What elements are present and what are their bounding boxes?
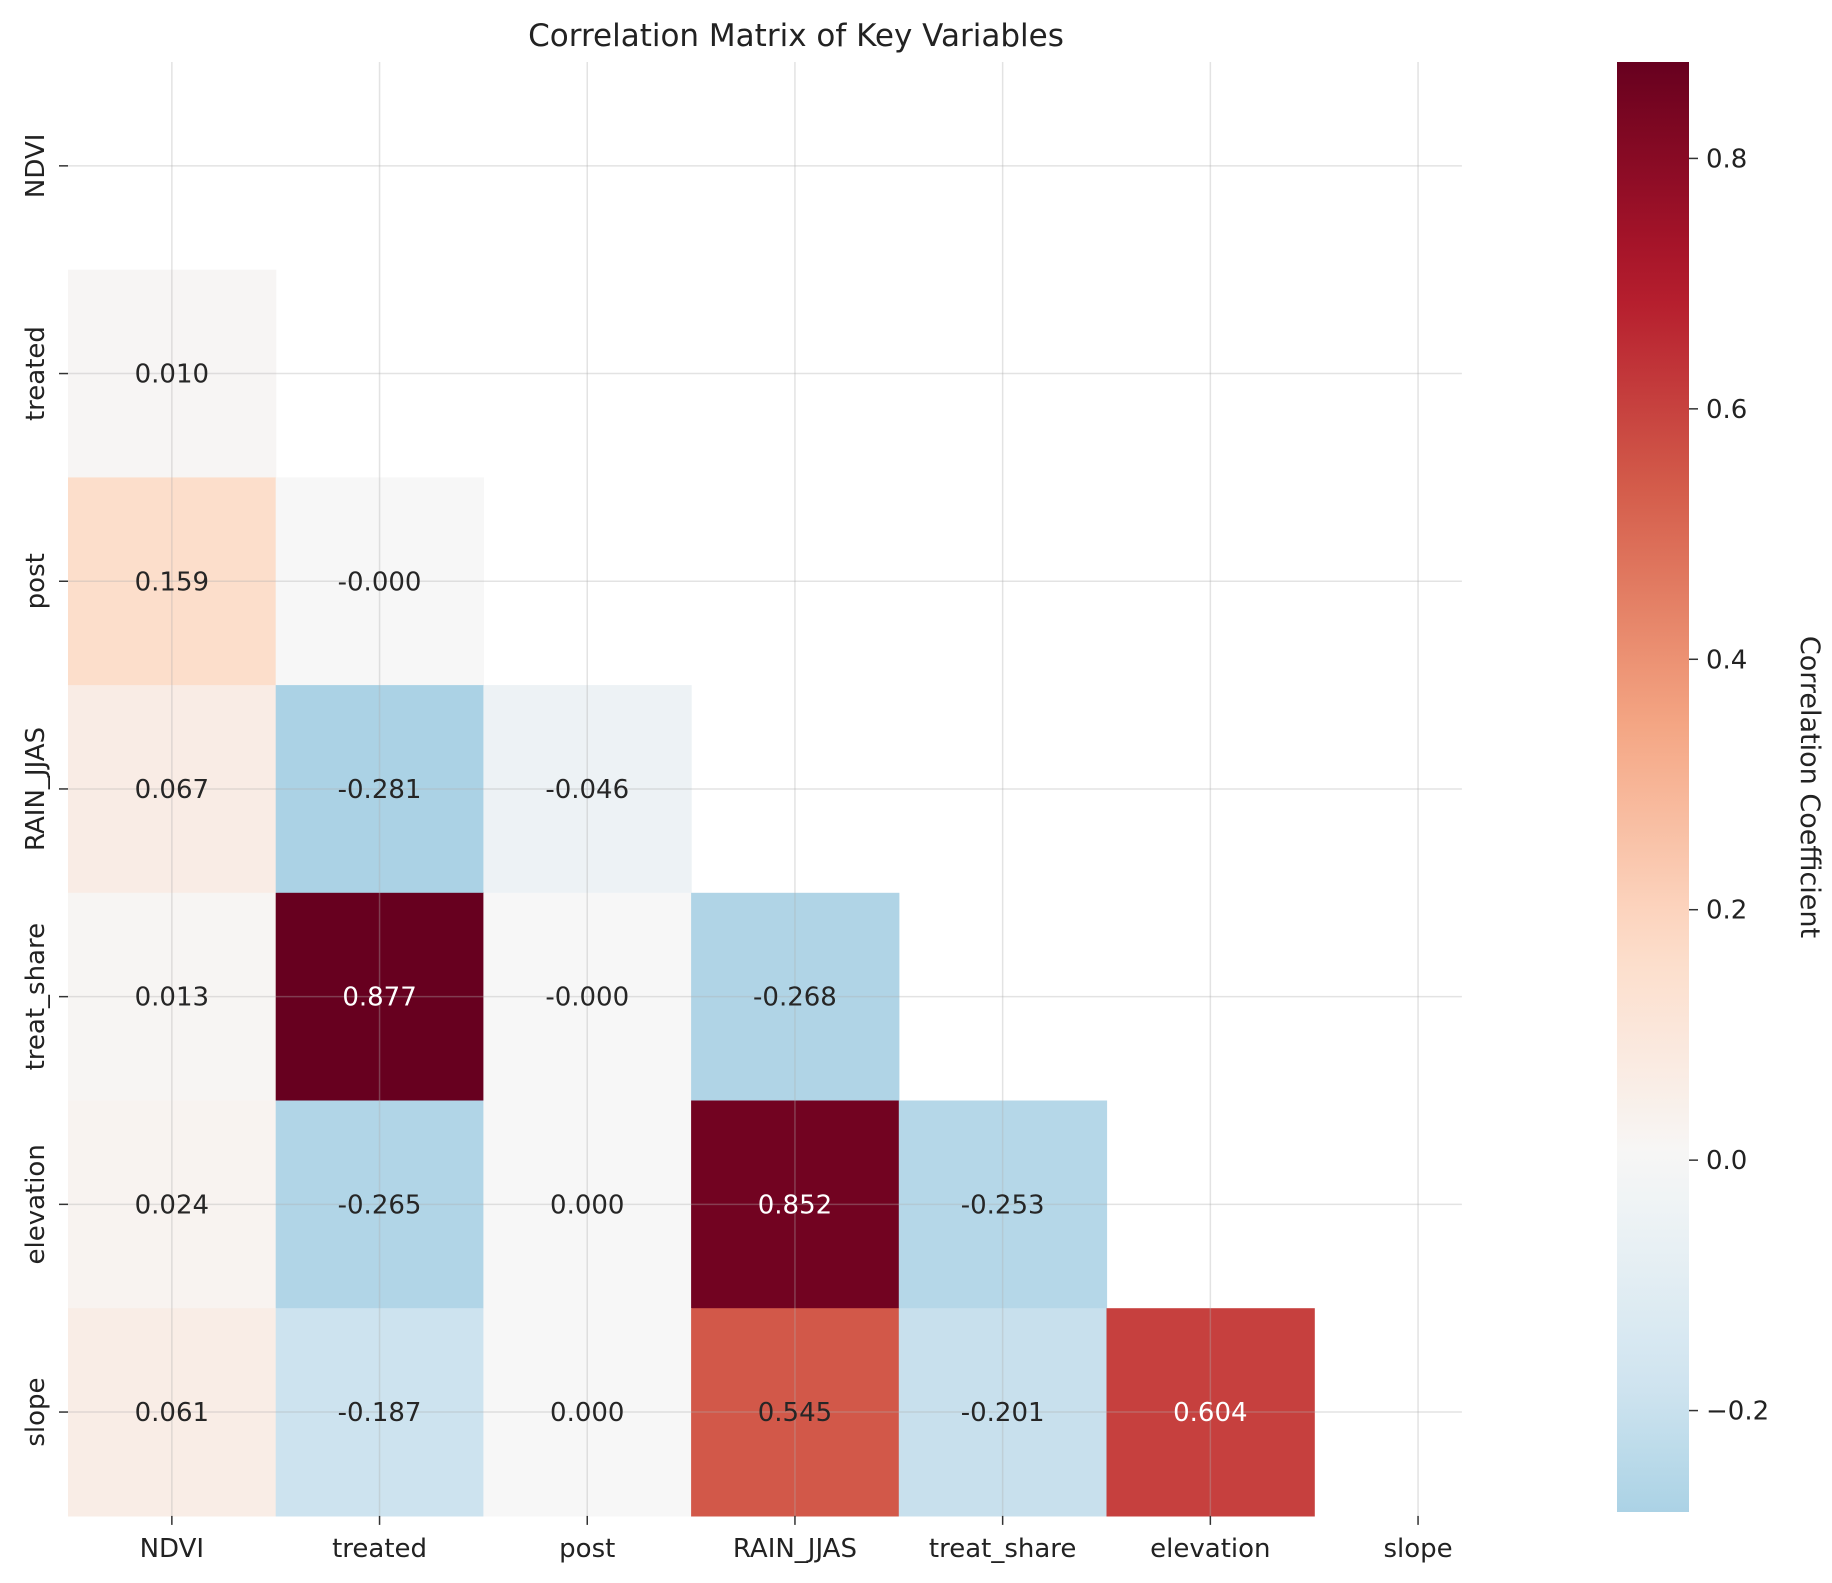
colorbar-gradient [1617, 62, 1689, 1512]
x-tick-label-ndvi: NDVI [140, 1534, 204, 1564]
colorbar-tick-label: 0.8 [1706, 144, 1747, 174]
axes: NDVI NDVI treated treated post post RAIN_JJAS R… [21, 134, 1453, 1564]
x-tick-label-elevation: elevation [1150, 1534, 1270, 1564]
cell-elevation-ndvi [68, 1100, 277, 1309]
x-tick-label-treat-share: treat_share [929, 1534, 1077, 1564]
cell-label-elevation-rain-jjas: 0.852 [758, 1190, 832, 1220]
cell-post-treated [275, 477, 484, 686]
cell-treat-share-ndvi [68, 892, 277, 1102]
cell-slope-post [483, 1308, 692, 1517]
colorbar-tick-label: 0.2 [1706, 896, 1747, 926]
cell-label-elevation-treated: -0.265 [338, 1190, 422, 1220]
cell-rain-jjas-post [483, 685, 692, 894]
cell-rain-jjas-treated [275, 685, 484, 894]
colorbar-tick-label: 0.4 [1706, 645, 1747, 675]
y-tick-label-treated: treated [21, 326, 51, 421]
cell-slope-ndvi [68, 1308, 277, 1517]
cell-label-treat-share-ndvi: 0.013 [135, 983, 209, 1013]
y-tick-label-slope: slope [21, 1377, 51, 1446]
cell-post-ndvi [68, 477, 277, 686]
cell-elevation-treated [275, 1100, 484, 1309]
chart-title: Correlation Matrix of Key Variables [528, 18, 1064, 54]
cell-label-treat-share-treated: 0.877 [342, 983, 416, 1013]
x-tick-label-slope: slope [1383, 1534, 1452, 1564]
colorbar-label: Correlation Coefficient [1794, 636, 1825, 938]
cell-label-elevation-ndvi: 0.024 [135, 1190, 209, 1220]
grid-lines [68, 62, 1462, 1516]
colorbar-tick-label: 0.6 [1706, 395, 1747, 425]
cell-label-slope-elevation: 0.604 [1173, 1398, 1247, 1428]
cell-label-rain-jjas-treated: -0.281 [338, 775, 422, 805]
cell-label-treat-share-rain-jjas: -0.268 [753, 983, 837, 1013]
cell-label-elevation-post: 0.000 [550, 1190, 624, 1220]
cell-label-post-treated: -0.000 [338, 567, 422, 597]
cell-elevation-rain-jjas [691, 1100, 900, 1309]
x-tick-label-post: post [559, 1534, 615, 1564]
cell-value-labels: 0.010 0.159 -0.000 0.067 -0.281 -0.046 0.013 0.… [135, 360, 1248, 1429]
cell-elevation-post [483, 1100, 692, 1309]
x-tick-label-treated: treated [332, 1534, 427, 1564]
colorbar-tick-label: 0.0 [1706, 1146, 1747, 1176]
cell-treat-share-treated [275, 892, 484, 1102]
cell-label-treated-ndvi: 0.010 [135, 360, 209, 390]
y-tick-label-rain-jjas: RAIN_JJAS [21, 727, 51, 851]
cell-treated-ndvi [68, 269, 277, 478]
cell-treat-share-post [483, 892, 692, 1102]
x-tick-label-rain-jjas: RAIN_JJAS [733, 1534, 857, 1564]
y-tick-label-elevation: elevation [21, 1144, 51, 1264]
y-tick-label-treat-share: treat_share [21, 923, 51, 1071]
cell-label-rain-jjas-ndvi: 0.067 [135, 775, 209, 805]
cell-rain-jjas-ndvi [68, 685, 277, 894]
cell-slope-treated [275, 1308, 484, 1517]
y-tick-label-ndvi: NDVI [21, 134, 51, 198]
y-tick-label-post: post [21, 553, 51, 609]
cell-label-elevation-treat-share: -0.253 [961, 1190, 1045, 1220]
colorbar: −0.2 0.0 0.2 0.4 0.6 0.8 Correlation Coefficie… [1617, 62, 1825, 1512]
cell-elevation-treat-share [898, 1100, 1108, 1309]
cell-slope-treat-share [898, 1308, 1108, 1517]
colorbar-tick-label: −0.2 [1706, 1397, 1769, 1427]
cell-label-post-ndvi: 0.159 [135, 567, 209, 597]
heatmap-cells [68, 269, 1315, 1517]
cell-label-slope-post: 0.000 [550, 1398, 624, 1428]
cell-slope-elevation [1106, 1308, 1315, 1517]
cell-label-treat-share-post: -0.000 [545, 983, 629, 1013]
cell-treat-share-rain-jjas [691, 892, 900, 1102]
cell-label-slope-ndvi: 0.061 [135, 1398, 209, 1428]
cell-label-slope-rain-jjas: 0.545 [758, 1398, 832, 1428]
cell-label-rain-jjas-post: -0.046 [545, 775, 629, 805]
cell-label-slope-treat-share: -0.201 [961, 1398, 1045, 1428]
cell-slope-rain-jjas [691, 1308, 900, 1517]
cell-label-slope-treated: -0.187 [338, 1398, 422, 1428]
